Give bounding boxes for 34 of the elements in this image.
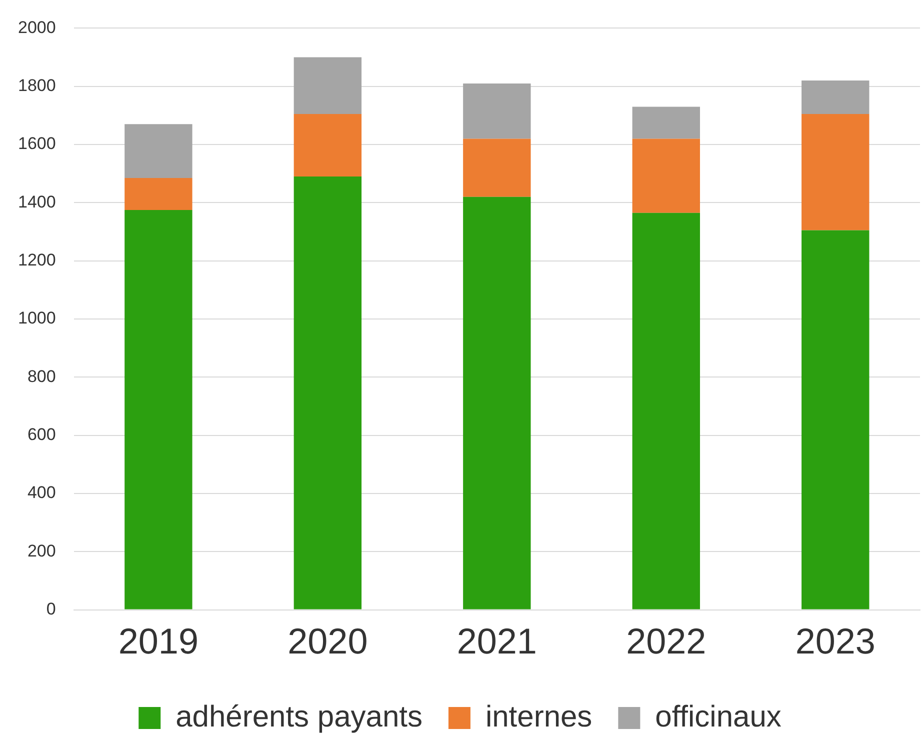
y-tick-label: 800 <box>27 366 56 386</box>
y-tick-label: 200 <box>27 541 56 560</box>
x-tick-label: 2020 <box>288 620 368 662</box>
bar <box>294 114 362 177</box>
x-tick-label: 2021 <box>456 620 537 662</box>
y-tick-label: 1600 <box>18 134 56 154</box>
legend-label: officinaux <box>655 700 782 734</box>
bar <box>802 80 870 114</box>
y-tick-label: 0 <box>46 599 56 618</box>
y-tick-label: 1000 <box>18 308 56 328</box>
bar <box>124 210 192 610</box>
x-tick-label: 2022 <box>626 620 706 662</box>
y-tick-label: 2000 <box>18 18 56 37</box>
y-tick-label: 1400 <box>18 192 56 212</box>
bar <box>802 230 870 610</box>
y-tick-label: 1800 <box>18 76 56 96</box>
legend-label: internes <box>485 700 592 734</box>
bar <box>802 114 870 230</box>
bar <box>632 106 700 139</box>
bar <box>124 178 192 210</box>
x-tick-label: 2023 <box>795 620 876 662</box>
y-tick-label: 1200 <box>18 250 56 270</box>
bar <box>463 83 531 139</box>
bar <box>632 212 700 610</box>
bar <box>463 196 531 610</box>
bar <box>294 176 362 610</box>
bar <box>632 138 700 213</box>
legend-label: adhérents payants <box>176 700 422 734</box>
bar <box>294 57 362 114</box>
bar <box>463 138 531 197</box>
bar <box>124 124 192 178</box>
y-tick-label: 600 <box>27 425 56 444</box>
y-tick-label: 400 <box>27 483 56 502</box>
x-tick-label: 2019 <box>118 620 198 662</box>
